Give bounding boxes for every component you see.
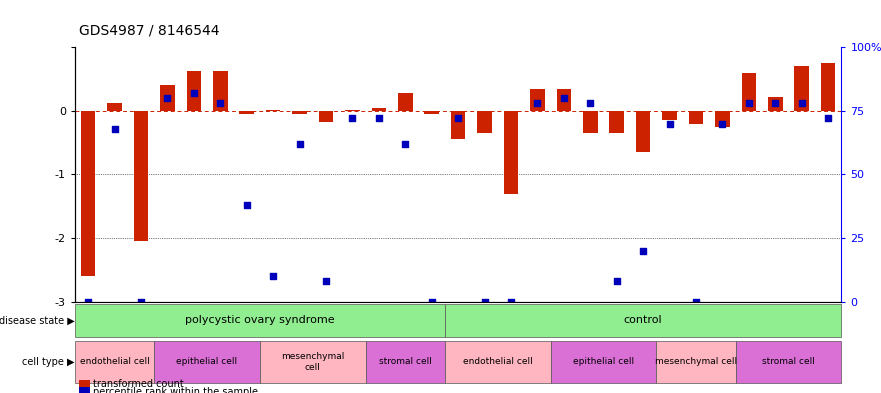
Bar (445, 304, 841, 337)
Bar (292, 111, 307, 114)
Point (768, 100, 782, 107)
Point (715, 120, 729, 127)
Text: cell type ▶: cell type ▶ (22, 357, 75, 367)
Point (663, 120, 677, 127)
Text: endothelial cell: endothelial cell (79, 358, 150, 367)
Bar (821, 63, 835, 111)
Point (266, 273, 280, 279)
Point (398, 141, 412, 147)
Bar (715, 111, 729, 127)
Bar (319, 111, 333, 122)
Text: mesenchymal
cell: mesenchymal cell (281, 352, 344, 372)
Bar (478, 111, 492, 133)
Bar (213, 72, 227, 111)
Bar (187, 72, 201, 111)
Point (81, 299, 95, 305)
Bar (451, 111, 465, 140)
Point (557, 95, 571, 101)
Bar (557, 88, 571, 111)
Bar (795, 66, 809, 111)
Bar (425, 111, 439, 114)
Bar (345, 110, 359, 111)
Point (134, 299, 148, 305)
Bar (81, 111, 95, 276)
Bar (75, 341, 154, 383)
Point (160, 95, 174, 101)
Bar (75, 304, 445, 337)
Point (821, 115, 835, 121)
Text: stromal cell: stromal cell (379, 358, 432, 367)
Bar (134, 111, 148, 241)
Point (610, 278, 624, 285)
Point (795, 100, 809, 107)
Bar (266, 110, 280, 111)
Bar (768, 97, 782, 111)
Bar (742, 73, 756, 111)
Bar (107, 103, 122, 111)
Point (187, 90, 201, 96)
Text: transformed count: transformed count (93, 379, 183, 389)
Bar (656, 341, 736, 383)
Point (583, 100, 597, 107)
Point (213, 100, 227, 107)
Text: percentile rank within the sample: percentile rank within the sample (93, 387, 257, 393)
Bar (154, 341, 260, 383)
Bar (530, 88, 544, 111)
Text: endothelial cell: endothelial cell (463, 358, 533, 367)
Bar (610, 111, 624, 133)
Bar (689, 111, 703, 123)
Bar (260, 341, 366, 383)
Text: control: control (624, 315, 663, 325)
Point (636, 248, 650, 254)
Point (372, 115, 386, 121)
Point (292, 141, 307, 147)
Point (425, 299, 439, 305)
Text: epithelial cell: epithelial cell (176, 358, 238, 367)
Point (478, 299, 492, 305)
Text: mesenchymal cell: mesenchymal cell (655, 358, 737, 367)
Point (345, 115, 359, 121)
Bar (504, 111, 518, 194)
Point (451, 115, 465, 121)
Point (107, 125, 122, 132)
Text: polycystic ovary syndrome: polycystic ovary syndrome (185, 315, 335, 325)
Point (742, 100, 756, 107)
Text: epithelial cell: epithelial cell (573, 358, 634, 367)
Bar (736, 341, 841, 383)
Text: stromal cell: stromal cell (762, 358, 815, 367)
Bar (663, 111, 677, 120)
Bar (160, 85, 174, 111)
Bar (445, 341, 551, 383)
Point (530, 100, 544, 107)
Bar (583, 111, 597, 133)
Bar (551, 341, 656, 383)
Point (319, 278, 333, 285)
Bar (398, 93, 412, 111)
Text: disease state ▶: disease state ▶ (0, 315, 75, 325)
Point (504, 299, 518, 305)
Point (689, 299, 703, 305)
Text: GDS4987 / 8146544: GDS4987 / 8146544 (79, 23, 219, 37)
Bar (240, 111, 254, 114)
Bar (366, 341, 445, 383)
Bar (372, 108, 386, 111)
Bar (636, 111, 650, 152)
Point (240, 202, 254, 208)
